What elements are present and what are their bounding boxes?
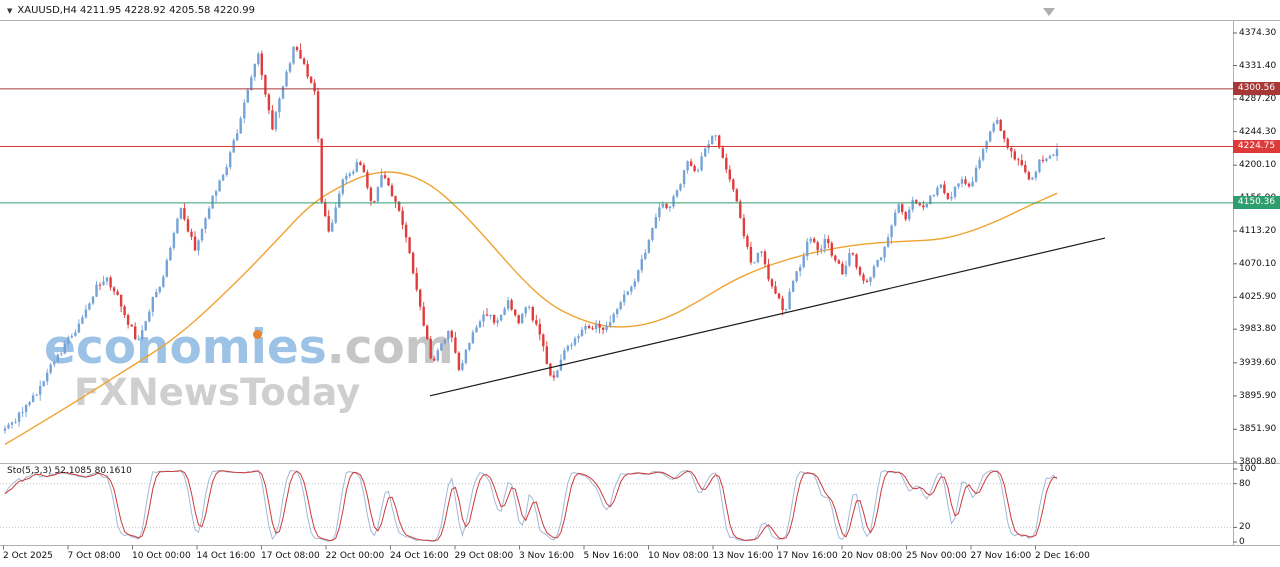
watermark-i-dot: i	[250, 320, 267, 375]
price-axis-label: 4287.20	[1239, 94, 1277, 105]
time-axis-label: 7 Oct 08:00	[67, 551, 121, 561]
time-axis-label: 5 Nov 16:00	[583, 551, 639, 561]
price-axis-label: 4025.90	[1239, 292, 1277, 303]
stochastic-signal-line	[4, 470, 1058, 542]
price-axis-label: 4113.20	[1239, 226, 1277, 237]
symbol-dropdown-icon[interactable]: ▼	[7, 6, 13, 15]
wicks-down	[99, 43, 1044, 381]
price-axis-label: 3851.90	[1239, 424, 1277, 435]
price-axis-label: 4200.10	[1239, 160, 1277, 171]
symbol-ohlc-text: XAUUSD,H4 4211.95 4228.92 4205.58 4220.9…	[17, 5, 255, 16]
time-axis-label: 20 Nov 08:00	[841, 551, 903, 561]
time-axis-label: 3 Nov 16:00	[519, 551, 574, 561]
stochastic-main-value: 52.1085	[54, 466, 92, 476]
time-axis-label: 13 Nov 16:00	[712, 551, 774, 561]
price-axis-label: 4244.30	[1239, 126, 1277, 137]
time-axis-label: 22 Oct 00:00	[325, 551, 385, 561]
watermark-subbrand: FXNewsToday	[74, 370, 361, 414]
watermark: economies.com FXNewsToday	[44, 324, 454, 412]
watermark-brand: economies.com	[44, 324, 454, 372]
stochastic-axis-label: 0	[1239, 537, 1245, 547]
time-axis-label: 27 Nov 16:00	[970, 551, 1032, 561]
stochastic-name: Sto(5,3,3)	[7, 466, 52, 476]
price-axis-label: 3983.80	[1239, 324, 1277, 335]
watermark-text: es	[266, 320, 327, 375]
time-axis-label: 10 Oct 00:00	[132, 551, 191, 561]
candles-up	[3, 46, 1059, 431]
price-axis-label: 3895.90	[1239, 390, 1277, 401]
symbol-info: ▼ XAUUSD,H4 4211.95 4228.92 4205.58 4220…	[7, 5, 255, 16]
time-axis[interactable]: 2 Oct 2025 7 Oct 08:00 10 Oct 00:00 14 Oct …	[0, 545, 1280, 567]
price-axis-label: 4374.30	[1239, 28, 1277, 38]
time-axis-label: 17 Oct 08:00	[261, 551, 320, 561]
stochastic-axis-label: 20	[1239, 522, 1251, 533]
time-axis-label: 2 Oct 2025	[3, 551, 53, 561]
price-level-badge: 4300.56	[1233, 82, 1280, 96]
price-axis[interactable]: 4374.304331.404287.204244.304200.104156.…	[1233, 20, 1280, 467]
ascending-trendline	[429, 237, 1106, 397]
watermark-domain-suffix: .com	[326, 320, 454, 375]
time-axis-label: 29 Oct 08:00	[454, 551, 514, 561]
moving-average-line	[4, 171, 1058, 446]
time-axis-label: 14 Oct 16:00	[196, 551, 256, 561]
stochastic-signal-value: 80.1610	[94, 466, 132, 476]
time-axis-label: 2 Dec 16:00	[1035, 551, 1090, 561]
time-axis-label: 24 Oct 16:00	[390, 551, 449, 561]
price-level-badge: 4150.36	[1233, 196, 1280, 210]
price-axis-label: 3808.80	[1239, 457, 1277, 467]
price-level-badge: 4224.75	[1233, 139, 1280, 153]
stochastic-axis[interactable]: 100 80 20 0	[1233, 463, 1280, 547]
time-axis-label: 25 Nov 00:00	[906, 551, 967, 561]
wicks-up	[4, 46, 1058, 434]
stochastic-axis-label: 100	[1239, 464, 1257, 474]
stochastic-main-line	[4, 469, 1058, 542]
chart-shift-icon[interactable]	[1043, 8, 1055, 16]
price-axis-label: 4070.10	[1239, 258, 1277, 269]
time-axis-label: 17 Nov 16:00	[777, 551, 838, 561]
stochastic-indicator-label: Sto(5,3,3) 52.1085 80.1610	[7, 466, 132, 476]
price-axis-label: 4331.40	[1239, 60, 1277, 71]
stochastic-axis-label: 80	[1239, 478, 1251, 489]
price-axis-label: 3939.60	[1239, 357, 1277, 368]
time-axis-label: 10 Nov 08:00	[648, 551, 709, 561]
